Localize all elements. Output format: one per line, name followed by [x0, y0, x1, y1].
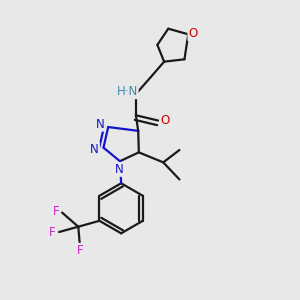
Text: H·N: H·N — [116, 85, 138, 98]
Text: O: O — [160, 114, 169, 127]
Text: F: F — [77, 244, 84, 257]
Text: N: N — [115, 163, 124, 176]
Text: F: F — [49, 226, 56, 238]
Text: F: F — [53, 205, 59, 218]
Text: N: N — [96, 118, 104, 130]
Text: O: O — [188, 27, 198, 40]
Text: N: N — [90, 142, 99, 156]
